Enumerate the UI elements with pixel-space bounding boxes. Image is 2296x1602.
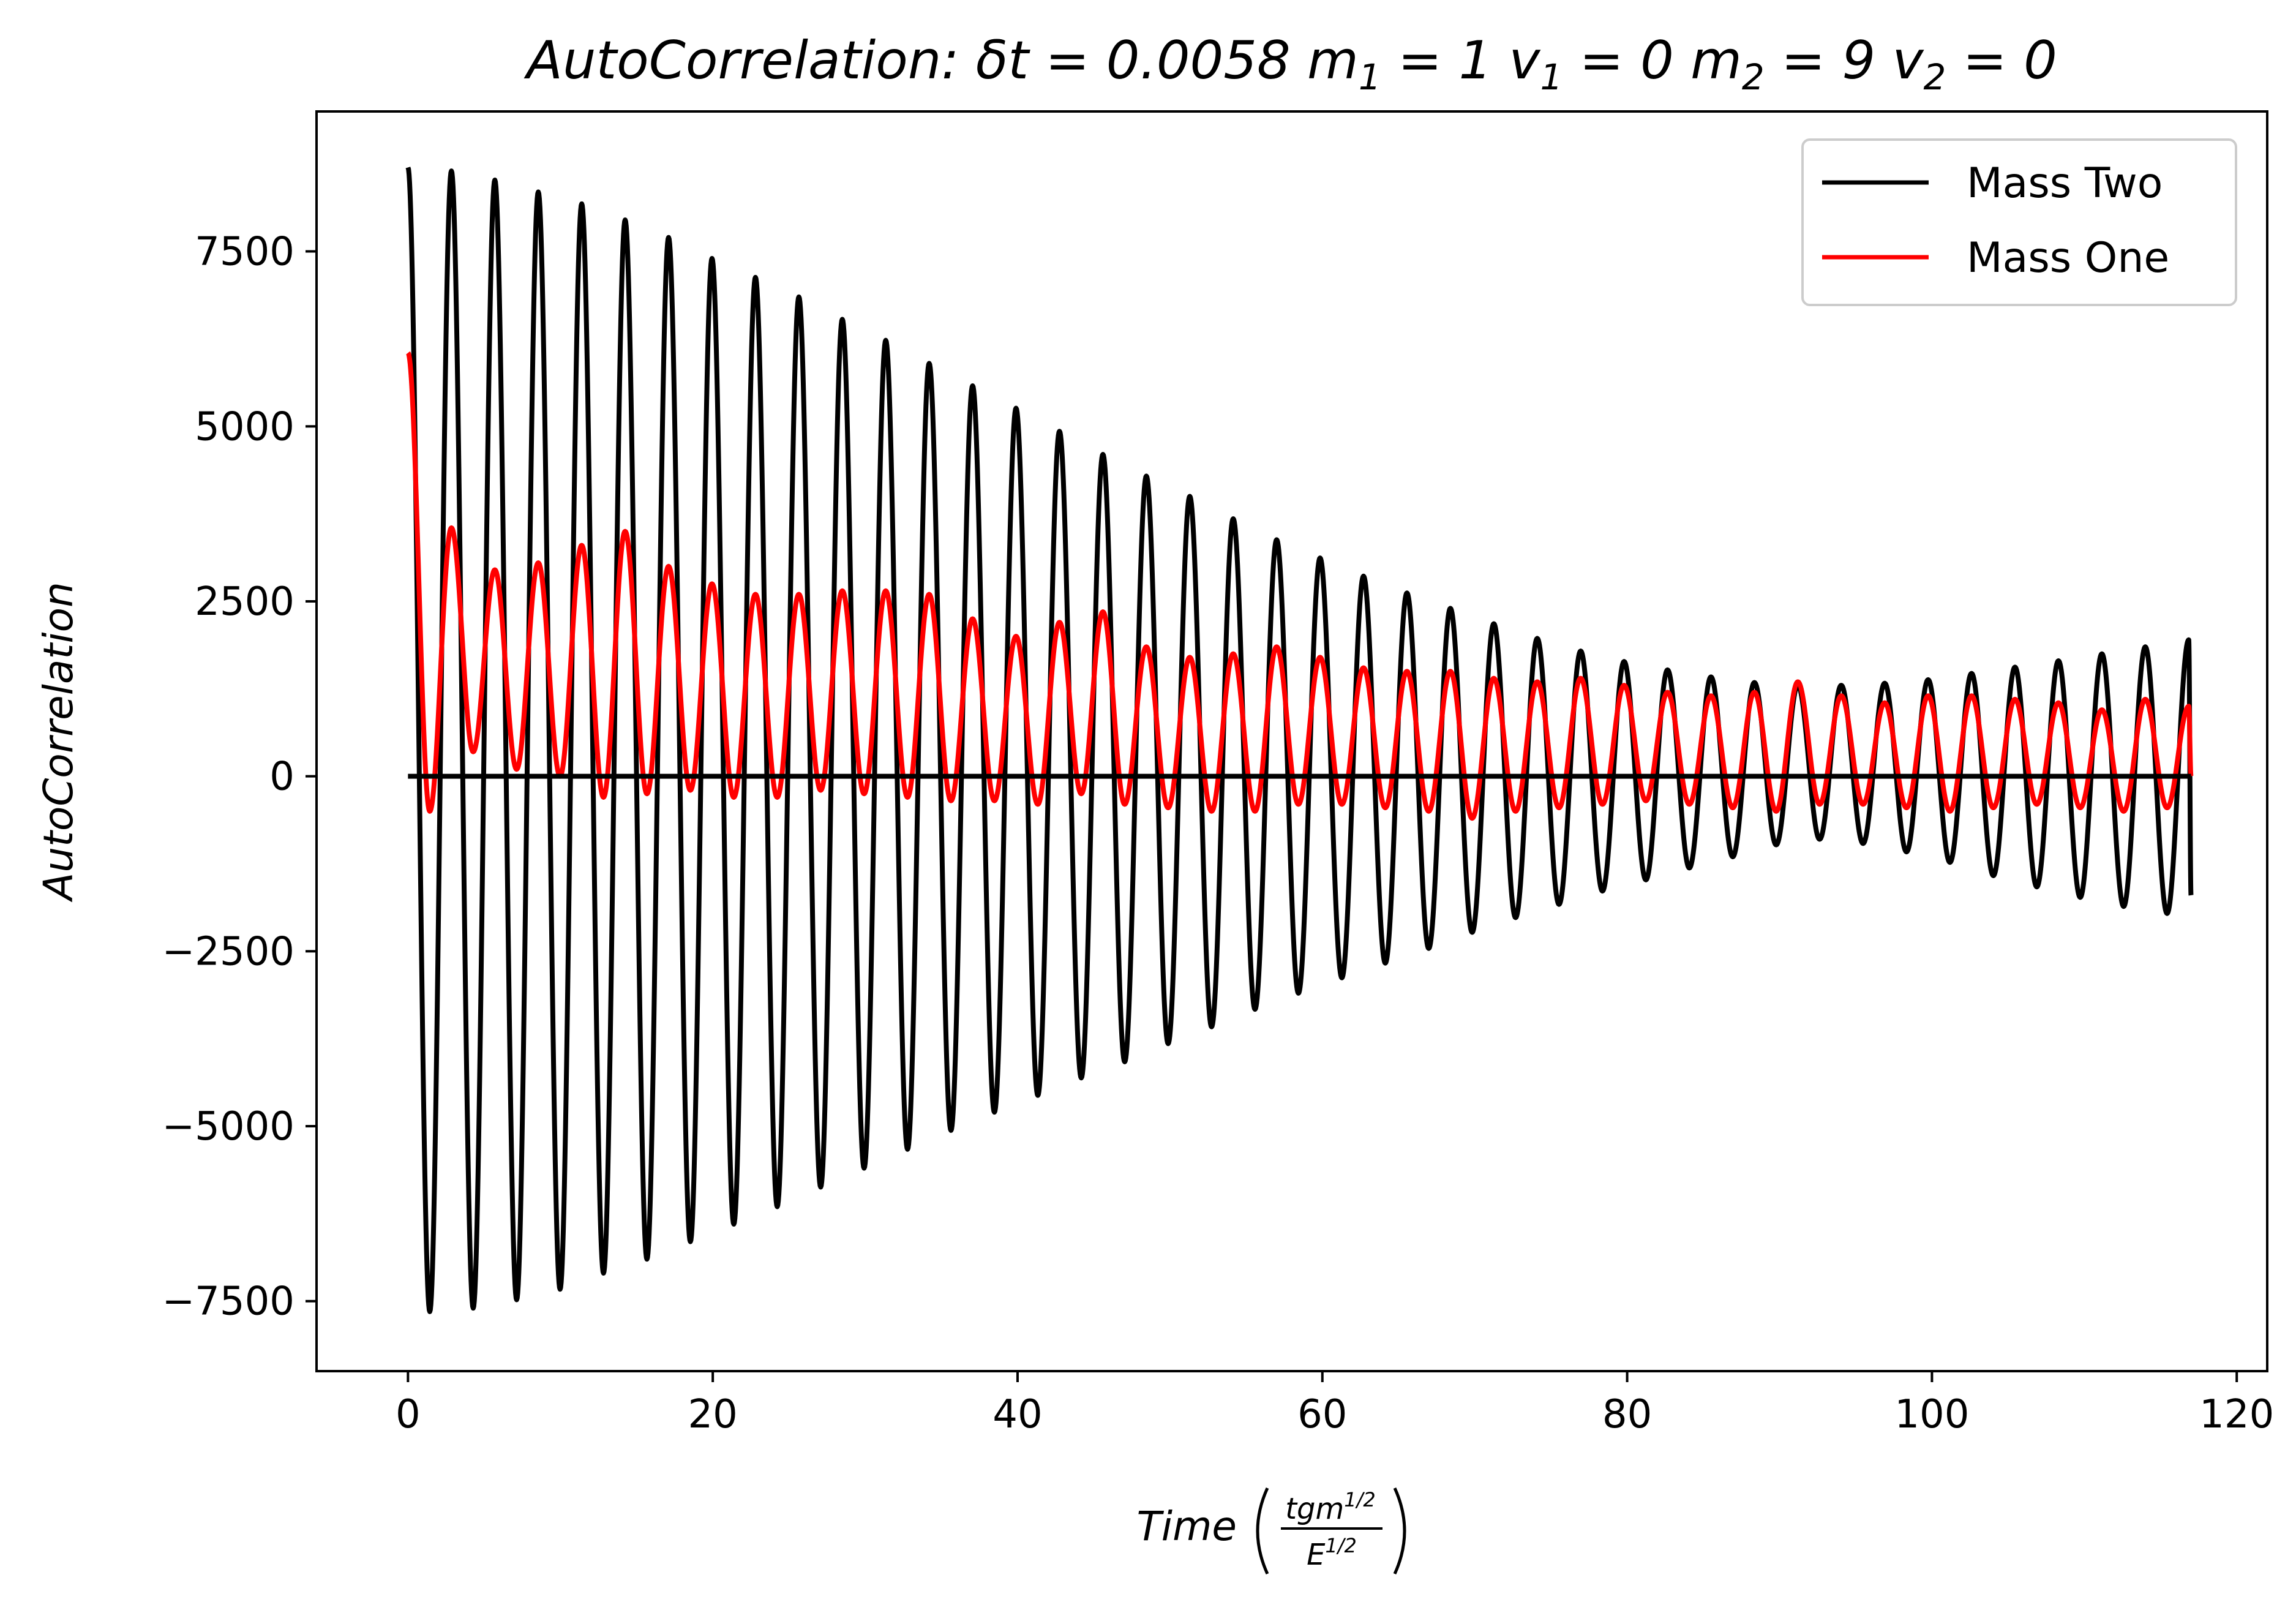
x-axis-label-text: Time [1136,1503,1237,1550]
y-axis-label: AutoCorrelation [35,582,82,903]
x-tick-label: 80 [1602,1392,1652,1437]
x-axis-label-numerator: tgm1/2 [1285,1488,1376,1526]
series-layer [405,167,2194,1314]
y-axis: −7500 −5000 −2500 0 2500 5000 7500 [162,230,317,1325]
y-tick-label: 7500 [195,230,295,275]
y-tick-label: −7500 [162,1279,295,1325]
legend: Mass Two Mass One [1801,138,2237,306]
y-tick-label: 0 [269,754,295,800]
x-axis-label-denominator: E1/2 [1307,1534,1357,1572]
series-line-mass-one [406,351,2194,821]
plot-frame [315,110,2268,1372]
x-axis-label: Time tgm1/2 E1/2 [1136,1487,1406,1575]
x-axis: 0 20 40 60 80 100 120 [396,1371,2274,1437]
x-axis-label-right-paren [1393,1487,1406,1575]
y-tick-label: 2500 [195,579,295,625]
legend-label-mass-two: Mass Two [1967,159,2163,208]
y-tick-label: −2500 [162,929,295,974]
y-tick-label: −5000 [162,1104,295,1149]
x-tick-label: 120 [2199,1392,2274,1437]
x-tick-label: 100 [1894,1392,1969,1437]
x-tick-label: 20 [688,1392,737,1437]
chart-title: AutoCorrelation: δt = 0.0058 m1 = 1 v1 =… [523,30,2057,98]
y-tick-label: 5000 [195,404,295,449]
x-tick-label: 60 [1297,1392,1347,1437]
x-axis-label-left-paren [1256,1487,1269,1575]
x-tick-label: 0 [396,1392,421,1437]
legend-label-mass-one: Mass One [1967,234,2169,282]
x-tick-label: 40 [992,1392,1042,1437]
